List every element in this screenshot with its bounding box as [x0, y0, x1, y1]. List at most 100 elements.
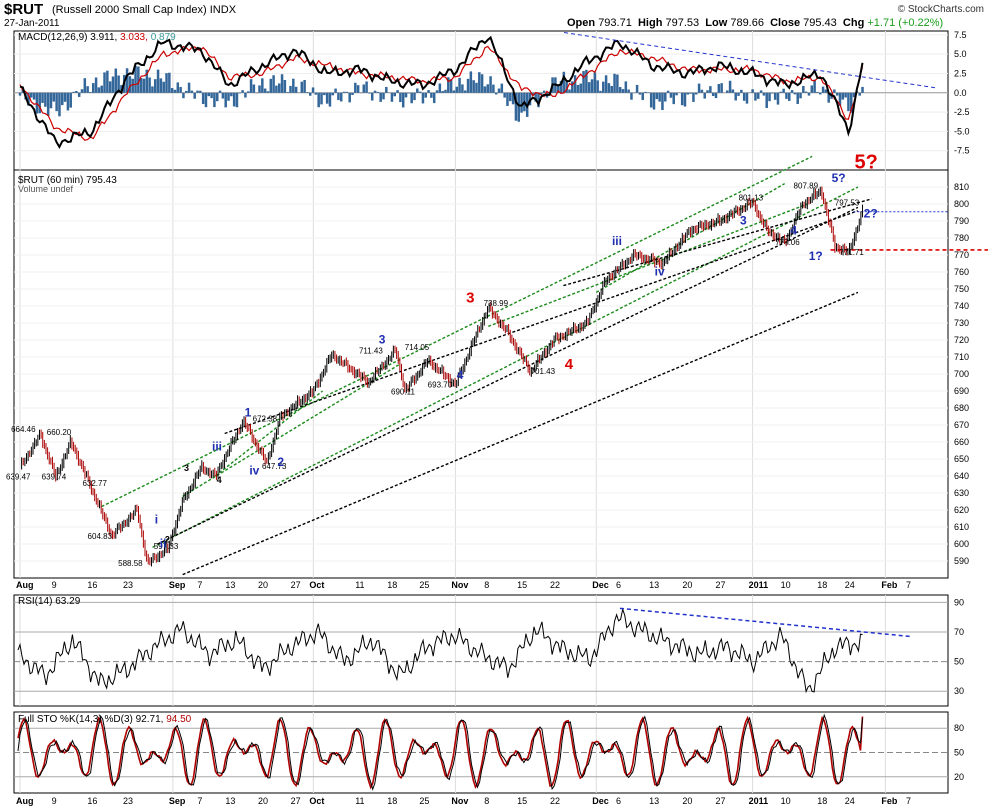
stoch-x-tick: 9 [52, 796, 57, 806]
price-x-tick: 2011 [749, 580, 769, 590]
quote-summary: Open 793.71 High 797.53 Low 789.66 Close… [567, 17, 943, 29]
macd-tick-label: -5.0 [954, 126, 970, 136]
price-x-tick: 20 [258, 580, 268, 590]
price-x-tick: Oct [309, 580, 324, 590]
stoch-legend-k: 92.71, [136, 714, 167, 725]
price-x-tick: 13 [649, 580, 659, 590]
stoch-x-tick: 27 [716, 796, 726, 806]
black-channel-line [157, 206, 859, 545]
price-x-tick: 9 [52, 580, 57, 590]
price-x-tick: Dec [592, 580, 609, 590]
stoch-x-tick: Feb [881, 796, 898, 806]
price-x-tick: 22 [550, 580, 560, 590]
price-tick-label: 590 [954, 556, 969, 566]
price-label: 738.99 [484, 299, 509, 308]
price-x-tick: 7 [197, 580, 202, 590]
volume-legend: Volume undef [18, 184, 74, 194]
stoch-tick-label: 80 [954, 723, 964, 733]
price-label: 777.06 [775, 238, 800, 247]
price-x-tick: Nov [451, 580, 468, 590]
macd-tick-label: 0.0 [954, 88, 967, 98]
price-tick-label: 610 [954, 522, 969, 532]
price-x-tick: Sep [169, 580, 186, 590]
price-tick-label: 810 [954, 182, 969, 192]
price-x-tick: 8 [484, 580, 489, 590]
black-channel-line [563, 198, 872, 287]
price-tick-label: 670 [954, 420, 969, 430]
wave-label: 1 [245, 406, 252, 420]
rsi-tick-label: 30 [954, 686, 964, 696]
wave-label: 5? [832, 171, 846, 185]
close-label: Close [770, 17, 801, 29]
price-label: 714.05 [405, 343, 430, 352]
price-label: 660.20 [47, 428, 72, 437]
price-label: 797.53 [835, 199, 860, 208]
price-x-tick: 15 [517, 580, 527, 590]
price-x-tick: Aug [16, 580, 34, 590]
stoch-x-tick: 18 [817, 796, 827, 806]
macd-trendline [564, 32, 939, 89]
stoch-legend-d: 94.50 [166, 714, 191, 725]
price-legend: $RUT (60 min) 795.43 [18, 175, 117, 186]
rsi-tick-label: 70 [954, 627, 964, 637]
price-x-tick: Feb [881, 580, 898, 590]
macd-legend-signal: 3.033, [120, 32, 151, 43]
price-x-tick: 7 [906, 580, 911, 590]
high-label: High [637, 17, 663, 29]
chg-value: +1.71 (+0.22%) [867, 17, 944, 29]
wave-label: 5? [855, 151, 878, 173]
price-x-tick: 10 [781, 580, 791, 590]
rsi-legend: RSI(14) 63.29 [18, 596, 81, 607]
wave-label: 4 [217, 475, 222, 485]
macd-legend-value: 3.911, [90, 32, 120, 43]
wave-label: 4 [790, 224, 797, 238]
black-channel-line [182, 291, 859, 576]
price-label: 711.43 [359, 347, 383, 356]
stoch-x-tick: 2011 [749, 796, 769, 806]
wave-label: 1? [809, 249, 823, 263]
price-tick-label: 800 [954, 199, 969, 209]
price-tick-label: 710 [954, 352, 969, 362]
price-tick-label: 750 [954, 284, 969, 294]
symbol-description: (Russell 2000 Small Cap Index) INDX [52, 4, 236, 16]
open-value: 793.71 [598, 17, 632, 29]
price-x-tick: 20 [682, 580, 692, 590]
green-channel-line [101, 155, 813, 508]
close-value: 795.43 [803, 17, 837, 29]
rsi-tick-label: 90 [954, 597, 964, 607]
green-channel-line [214, 390, 324, 477]
stoch-tick-label: 50 [954, 748, 964, 758]
high-value: 797.53 [665, 17, 700, 29]
macd-line [19, 35, 864, 149]
price-tick-label: 660 [954, 437, 969, 447]
stoch-x-tick: 16 [87, 796, 97, 806]
price-x-tick: 23 [123, 580, 133, 590]
stoch-tick-label: 20 [954, 772, 964, 782]
black-channel-line [224, 210, 859, 435]
stoch-x-tick: 20 [258, 796, 268, 806]
chart-date: 27-Jan-2011 [4, 18, 60, 29]
macd-tick-label: -2.5 [954, 107, 970, 117]
low-value: 789.66 [730, 17, 764, 29]
wave-label: iv [655, 264, 665, 278]
stoch-x-tick: Dec [592, 796, 609, 806]
price-tick-label: 680 [954, 403, 969, 413]
chg-label: Chg [842, 17, 865, 29]
price-x-tick: 11 [355, 580, 364, 590]
price-label: 632.77 [82, 479, 107, 488]
macd-legend: MACD(12,26,9) 3.911, 3.033, 0.879 [18, 32, 176, 43]
stoch-x-tick: 24 [845, 796, 855, 806]
price-tick-label: 770 [954, 250, 969, 260]
price-tick-label: 650 [954, 454, 969, 464]
stoch-x-tick: 10 [781, 796, 791, 806]
price-x-tick: 27 [291, 580, 301, 590]
wave-label: 2 [277, 455, 284, 469]
price-bars [21, 186, 864, 567]
rsi-tick-label: 50 [954, 657, 964, 667]
exchange-label: INDX [209, 4, 237, 16]
price-tick-label: 740 [954, 301, 969, 311]
wave-label: ii [160, 536, 167, 550]
macd-legend-histogram: 0.879 [151, 32, 176, 43]
wave-label: iii [612, 234, 622, 248]
macd-histogram [18, 65, 864, 122]
